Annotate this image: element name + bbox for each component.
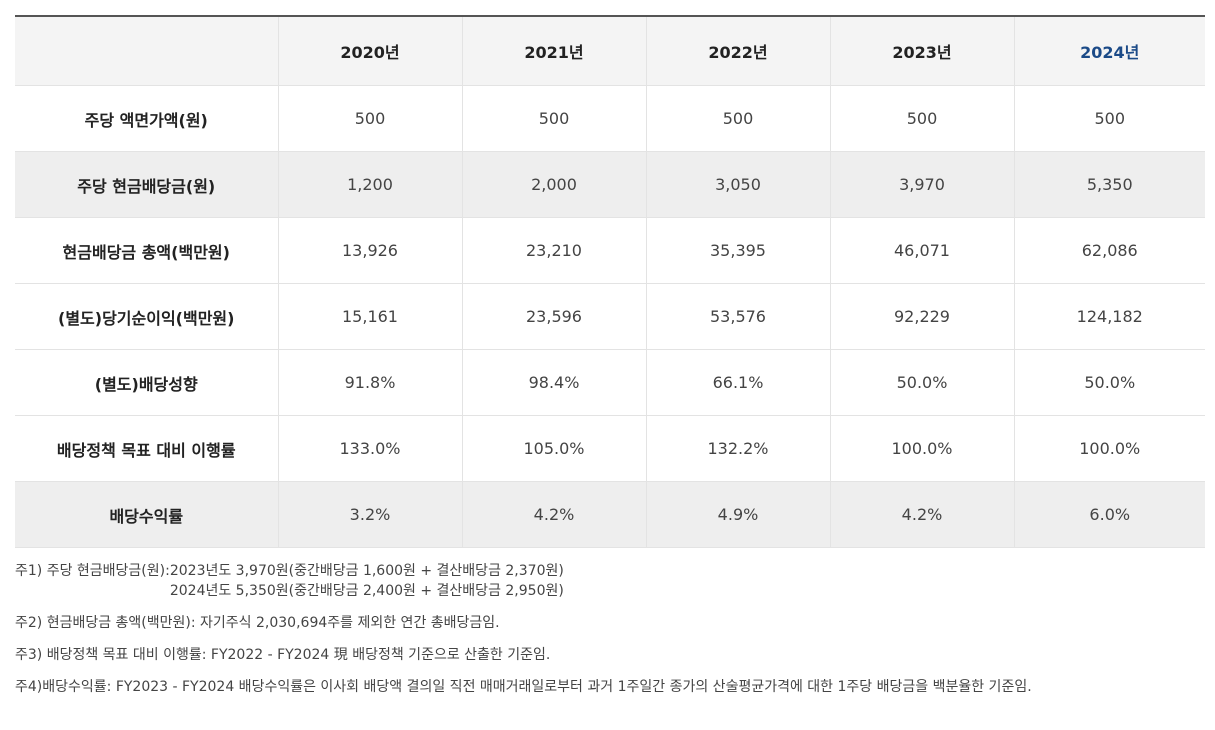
- table-row: 배당정책 목표 대비 이행률 133.0% 105.0% 132.2% 100.0% 10…: [15, 415, 1205, 482]
- table-cell: 132.2%: [645, 415, 830, 482]
- table-cell: 98.4%: [461, 349, 646, 416]
- table-row: (별도)배당성향 91.8% 98.4% 66.1% 50.0% 50.0%: [15, 349, 1205, 416]
- footnote-3-text: 주3) 배당정책 목표 대비 이행률: FY2022 - FY2024 現 배당…: [15, 647, 551, 663]
- header-year-2024: 2024년: [1013, 16, 1205, 86]
- row-label: 주당 액면가액(원): [15, 85, 278, 152]
- table-cell: 500: [645, 85, 830, 152]
- footnotes: 주1) 주당 현금배당금(원): 2023년도 3,970원(중간배당금 1,6…: [15, 561, 1205, 697]
- row-label: (별도)당기순이익(백만원): [15, 283, 278, 350]
- table-cell: 500: [461, 85, 646, 152]
- table-cell: 35,395: [645, 217, 830, 284]
- table-cell: 100.0%: [829, 415, 1014, 482]
- row-label: 배당수익률: [15, 481, 278, 548]
- table-cell: 133.0%: [277, 415, 462, 482]
- dividend-table: 2020년 2021년 2022년 2023년 2024년 주당 액면가액(원)…: [15, 15, 1205, 548]
- footnote-1-line-2023: 2023년도 3,970원(중간배당금 1,600원 + 결산배당금 2,370…: [169, 563, 564, 579]
- table-cell: 6.0%: [1013, 481, 1205, 548]
- table-cell: 5,350: [1013, 151, 1205, 218]
- row-label: (별도)배당성향: [15, 349, 278, 416]
- table-cell: 66.1%: [645, 349, 830, 416]
- table-cell: 1,200: [277, 151, 462, 218]
- table-body: 주당 액면가액(원) 500 500 500 500 500 주당 현금배당금(원) 1,20…: [15, 85, 1205, 548]
- table-cell: 53,576: [645, 283, 830, 350]
- row-label: 배당정책 목표 대비 이행률: [15, 415, 278, 482]
- table-cell: 124,182: [1013, 283, 1205, 350]
- table-cell: 4.2%: [829, 481, 1014, 548]
- table-row: 주당 액면가액(원) 500 500 500 500 500: [15, 85, 1205, 152]
- row-label: 주당 현금배당금(원): [15, 151, 278, 218]
- table-cell: 23,210: [461, 217, 646, 284]
- table-cell: 23,596: [461, 283, 646, 350]
- footnote-4-text: 배당수익률: FY2023 - FY2024 배당수익률은 이사회 배당액 결의…: [42, 679, 1032, 695]
- table-cell: 500: [277, 85, 462, 152]
- table-row: (별도)당기순이익(백만원) 15,161 23,596 53,576 92,229 12…: [15, 283, 1205, 350]
- row-label: 현금배당금 총액(백만원): [15, 217, 278, 284]
- footnote-3: 주3) 배당정책 목표 대비 이행률: FY2022 - FY2024 現 배당…: [15, 645, 1205, 665]
- table-cell: 92,229: [829, 283, 1014, 350]
- footnote-4: 주4) 배당수익률: FY2023 - FY2024 배당수익률은 이사회 배당…: [15, 677, 1205, 697]
- table-cell: 3.2%: [277, 481, 462, 548]
- table-cell: 91.8%: [277, 349, 462, 416]
- dividend-section: 2020년 2021년 2022년 2023년 2024년 주당 액면가액(원)…: [15, 15, 1205, 709]
- footnote-1: 주1) 주당 현금배당금(원): 2023년도 3,970원(중간배당금 1,6…: [15, 561, 1205, 601]
- table-cell: 2,000: [461, 151, 646, 218]
- table-cell: 500: [829, 85, 1014, 152]
- header-year-2021: 2021년: [461, 16, 646, 86]
- table-cell: 13,926: [277, 217, 462, 284]
- table-cell: 4.9%: [645, 481, 830, 548]
- table-cell: 3,050: [645, 151, 830, 218]
- footnote-2: 주2) 현금배당금 총액(백만원): 자기주식 2,030,694주를 제외한 …: [15, 613, 1205, 633]
- table-cell: 4.2%: [461, 481, 646, 548]
- table-header-row: 2020년 2021년 2022년 2023년 2024년: [15, 16, 1205, 86]
- table-cell: 3,970: [829, 151, 1014, 218]
- table-cell: 105.0%: [461, 415, 646, 482]
- table-cell: 50.0%: [829, 349, 1014, 416]
- table-cell: 62,086: [1013, 217, 1205, 284]
- header-year-2023: 2023년: [829, 16, 1014, 86]
- header-year-2022: 2022년: [645, 16, 830, 86]
- footnote-1-line-2024: 2024년도 5,350원(중간배당금 2,400원 + 결산배당금 2,950…: [169, 583, 564, 599]
- table-cell: 46,071: [829, 217, 1014, 284]
- table-cell: 50.0%: [1013, 349, 1205, 416]
- table-row: 주당 현금배당금(원) 1,200 2,000 3,050 3,970 5,350: [15, 151, 1205, 218]
- header-corner: [15, 16, 278, 86]
- footnote-2-text: 주2) 현금배당금 총액(백만원): 자기주식 2,030,694주를 제외한 …: [15, 615, 500, 631]
- footnote-4-label: 주4): [15, 679, 43, 695]
- header-year-2020: 2020년: [277, 16, 462, 86]
- table-cell: 500: [1013, 85, 1205, 152]
- table-row: 배당수익률 3.2% 4.2% 4.9% 4.2% 6.0%: [15, 481, 1205, 548]
- table-row: 현금배당금 총액(백만원) 13,926 23,210 35,395 46,071 62,…: [15, 217, 1205, 284]
- table-cell: 100.0%: [1013, 415, 1205, 482]
- footnote-1-label: 주1) 주당 현금배당금(원):: [15, 563, 170, 579]
- table-cell: 15,161: [277, 283, 462, 350]
